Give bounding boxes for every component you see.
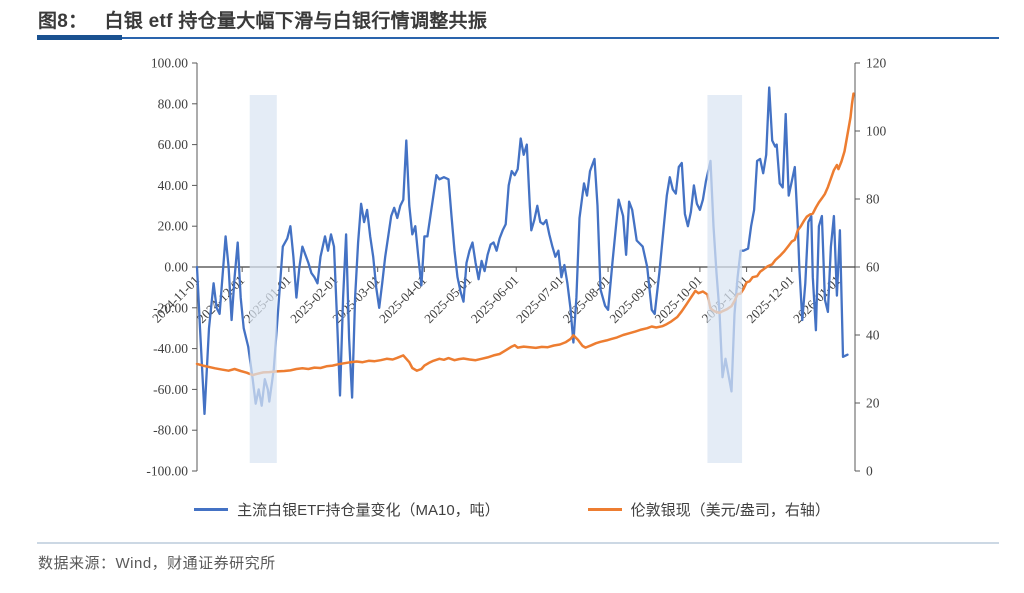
- x-axis-date-label: 2024-11-01: [149, 273, 202, 326]
- etf-line-swatch: [194, 508, 229, 511]
- right-axis-label: 60: [866, 260, 880, 275]
- left-axis-label: 0.00: [164, 260, 188, 275]
- title-underline-accent: [37, 35, 122, 40]
- left-axis-label: -80.00: [153, 423, 188, 438]
- left-axis-label: 80.00: [158, 96, 189, 111]
- legend-label-silver: 伦敦银现（美元/盎司，右轴）: [630, 502, 830, 519]
- left-axis-label: 40.00: [158, 178, 189, 193]
- x-axis-date-label: 2025-06-01: [468, 273, 522, 327]
- footer-divider: [37, 542, 999, 544]
- right-axis-label: 120: [866, 56, 887, 71]
- chart-canvas: 100.00 80.00 60.00 40.00 20.00 0.00 -20.00 -40.…: [146, 56, 887, 479]
- right-axis-label: 0: [866, 464, 873, 479]
- highlight-band: [707, 95, 743, 463]
- etf-series-line: [195, 86, 849, 416]
- left-axis-label: -20.00: [153, 300, 188, 315]
- highlight-band: [249, 95, 277, 463]
- figure-label: 图8：: [38, 11, 88, 32]
- left-axis-label: -40.00: [153, 341, 188, 356]
- data-source-note: 数据来源：Wind，财通证券研究所: [38, 555, 276, 572]
- x-axis-date-label: 2025-07-01: [513, 273, 567, 327]
- left-axis-label: -100.00: [146, 464, 188, 479]
- right-axis-label: 100: [866, 124, 887, 139]
- legend-item-silver: 伦敦银现（美元/盎司，右轴）: [587, 499, 830, 520]
- chart-legend: 主流白银ETF持仓量变化（MA10，吨） 伦敦银现（美元/盎司，右轴）: [0, 499, 1024, 520]
- right-axis-label: 40: [866, 328, 880, 343]
- left-axis-label: 60.00: [158, 137, 189, 152]
- right-axis-label: 80: [866, 192, 880, 207]
- right-axis-label: 20: [866, 396, 880, 411]
- left-axis-label: -60.00: [153, 382, 188, 397]
- silver-series-line: [195, 92, 855, 377]
- title-underline: [37, 37, 999, 39]
- legend-label-etf: 主流白银ETF持仓量变化（MA10，吨）: [237, 502, 500, 519]
- silver-line-swatch: [587, 508, 622, 511]
- x-axis-date-label: 2025-05-01: [421, 273, 475, 327]
- left-axis-label: 20.00: [158, 219, 189, 234]
- figure-title: 白银 etf 持仓量大幅下滑与白银行情调整共振: [104, 11, 488, 32]
- x-axis-date-label: 2025-09-01: [606, 273, 660, 327]
- left-axis-label: 100.00: [151, 56, 188, 71]
- legend-item-etf: 主流白银ETF持仓量变化（MA10，吨）: [194, 499, 500, 520]
- figure-title-row: 图8： 白银 etf 持仓量大幅下滑与白银行情调整共振: [38, 6, 487, 33]
